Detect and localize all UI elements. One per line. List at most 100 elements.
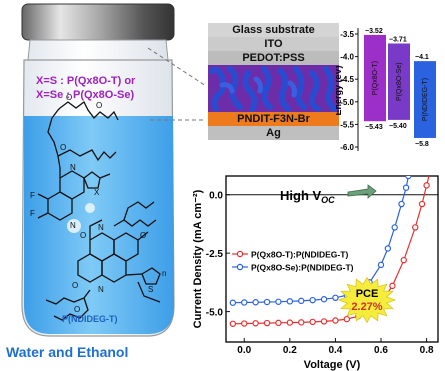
data-point bbox=[389, 282, 396, 290]
legend-label: P(Qx8O-T):P(NDIDEG-T) bbox=[251, 250, 348, 260]
data-point bbox=[298, 319, 305, 326]
data-point bbox=[343, 315, 351, 323]
data-point bbox=[252, 299, 259, 306]
data-point bbox=[400, 256, 408, 264]
energy-tick-label: -4.0 bbox=[340, 53, 354, 62]
data-point bbox=[384, 245, 392, 252]
bubble bbox=[85, 203, 95, 213]
data-point bbox=[229, 299, 237, 306]
data-point bbox=[398, 200, 405, 208]
data-point bbox=[412, 224, 419, 231]
data-point bbox=[263, 319, 271, 327]
y-axis-label: Current Density (mA cm⁻²) bbox=[192, 189, 204, 328]
vial-label-line2: X=Se : P(Qx8O-Se) bbox=[36, 89, 134, 101]
data-point bbox=[418, 200, 426, 208]
energy-tick-label: -3.5 bbox=[340, 30, 354, 39]
data-point bbox=[332, 317, 339, 324]
data-point bbox=[320, 318, 328, 325]
data-point bbox=[286, 319, 294, 326]
energy-tick-label: -5.5 bbox=[340, 120, 354, 129]
atom-label: N bbox=[70, 221, 76, 230]
x-tick-label: 0.2 bbox=[283, 345, 297, 356]
bubble bbox=[67, 219, 81, 233]
layer-cathode: Ag bbox=[208, 126, 339, 140]
data-point bbox=[286, 298, 294, 305]
atom-label: O bbox=[72, 281, 78, 290]
atom-label: N bbox=[98, 285, 104, 294]
data-point bbox=[320, 296, 328, 303]
voc-arrow-icon bbox=[347, 184, 377, 199]
lumo-label: −4.1 bbox=[415, 54, 429, 61]
homo-label: −5.8 bbox=[415, 141, 429, 148]
y-tick-label: -2.5 bbox=[206, 249, 224, 260]
data-point bbox=[252, 320, 259, 327]
atom-label: O bbox=[80, 231, 86, 240]
lumo-label: −3.71 bbox=[389, 36, 407, 43]
data-point bbox=[309, 318, 316, 326]
series-group bbox=[229, 176, 430, 327]
x-tick-label: 0.8 bbox=[420, 345, 434, 356]
atom-label: O bbox=[60, 143, 66, 152]
layer-ito: ITO bbox=[208, 37, 339, 51]
device-stack: Glass substrate ITO PEDOT:PSS PNDIT-F3N-… bbox=[208, 23, 339, 140]
energy-bar-name: P(Qx8O-Se) bbox=[396, 62, 403, 101]
energy-tick-label: -5.0 bbox=[340, 98, 354, 107]
energy-bar bbox=[388, 43, 410, 120]
layer-pedot: PEDOT:PSS bbox=[208, 51, 339, 65]
data-point bbox=[309, 296, 316, 304]
x-tick-label: 0.4 bbox=[328, 345, 342, 356]
data-point bbox=[275, 298, 282, 305]
pce-label: PCE bbox=[356, 288, 379, 300]
homo-label: −5.40 bbox=[389, 123, 407, 130]
atom-label: X bbox=[94, 188, 100, 197]
energy-level-diagram: -3.5 -4.0 -4.5 -5.0 -5.5 -6.0 Energy (eV) P(Qx8… bbox=[336, 28, 436, 152]
data-point bbox=[298, 297, 305, 305]
atom-label: F bbox=[30, 191, 35, 200]
layer-glass: Glass substrate bbox=[208, 23, 339, 37]
pce-starburst-icon bbox=[337, 276, 397, 324]
atom-label: O bbox=[96, 101, 102, 110]
legend-label: P(Qx8O-Se):P(NDIDEG-T) bbox=[251, 263, 354, 273]
x-tick-label: 0.0 bbox=[237, 345, 251, 356]
vial-label-line1: X=S : P(Qx8O-T) or bbox=[36, 75, 136, 87]
vial-illustration: O O O N N X F F O N N O O S O n X=S : P(… bbox=[21, 3, 175, 337]
energy-bar bbox=[364, 34, 386, 122]
legend-marker bbox=[236, 263, 244, 271]
data-point bbox=[405, 176, 412, 180]
pce-value: 2.27% bbox=[351, 301, 382, 313]
data-point bbox=[229, 320, 237, 327]
energy-tick-label: -6.0 bbox=[340, 143, 354, 152]
atom-label: n bbox=[162, 269, 166, 278]
data-point bbox=[275, 319, 282, 327]
x-axis-label: Voltage (V) bbox=[304, 359, 361, 371]
data-point bbox=[241, 299, 248, 306]
data-point bbox=[263, 298, 271, 306]
legend-marker bbox=[236, 250, 244, 258]
data-point bbox=[391, 224, 398, 231]
jv-chart: 0.0 0.2 0.4 0.6 0.8 0.0 -2.5 -5.0 Voltage (V) Cur… bbox=[192, 175, 439, 371]
energy-tick-label: -4.5 bbox=[340, 75, 354, 84]
atom-labels: O O O N N X F F O N N O O S O n bbox=[30, 93, 166, 314]
energy-bar-name: P(NDIDEG-T) bbox=[422, 78, 429, 121]
atom-label: O bbox=[140, 231, 146, 240]
data-point bbox=[377, 261, 385, 269]
energy-axis-label: Energy (eV) bbox=[336, 65, 343, 115]
solvent-caption: Water and Ethanol bbox=[6, 344, 129, 360]
data-point bbox=[423, 182, 430, 189]
polymer-name-label: P(NDIDEG-T) bbox=[62, 314, 118, 324]
active-layer-morphology bbox=[208, 65, 339, 112]
data-point bbox=[241, 320, 248, 327]
atom-label: F bbox=[30, 209, 35, 218]
y-tick-label: -5.0 bbox=[206, 308, 224, 319]
energy-bar bbox=[414, 61, 436, 138]
lumo-label: −3.52 bbox=[365, 28, 383, 35]
atom-label: O bbox=[66, 93, 72, 102]
atom-label: N bbox=[70, 163, 76, 172]
data-point bbox=[402, 184, 410, 191]
energy-bar-name: P(Qx8O-T) bbox=[372, 61, 379, 95]
homo-label: −5.43 bbox=[365, 124, 383, 131]
data-point bbox=[332, 294, 339, 302]
y-tick-label: 0.0 bbox=[209, 191, 223, 202]
